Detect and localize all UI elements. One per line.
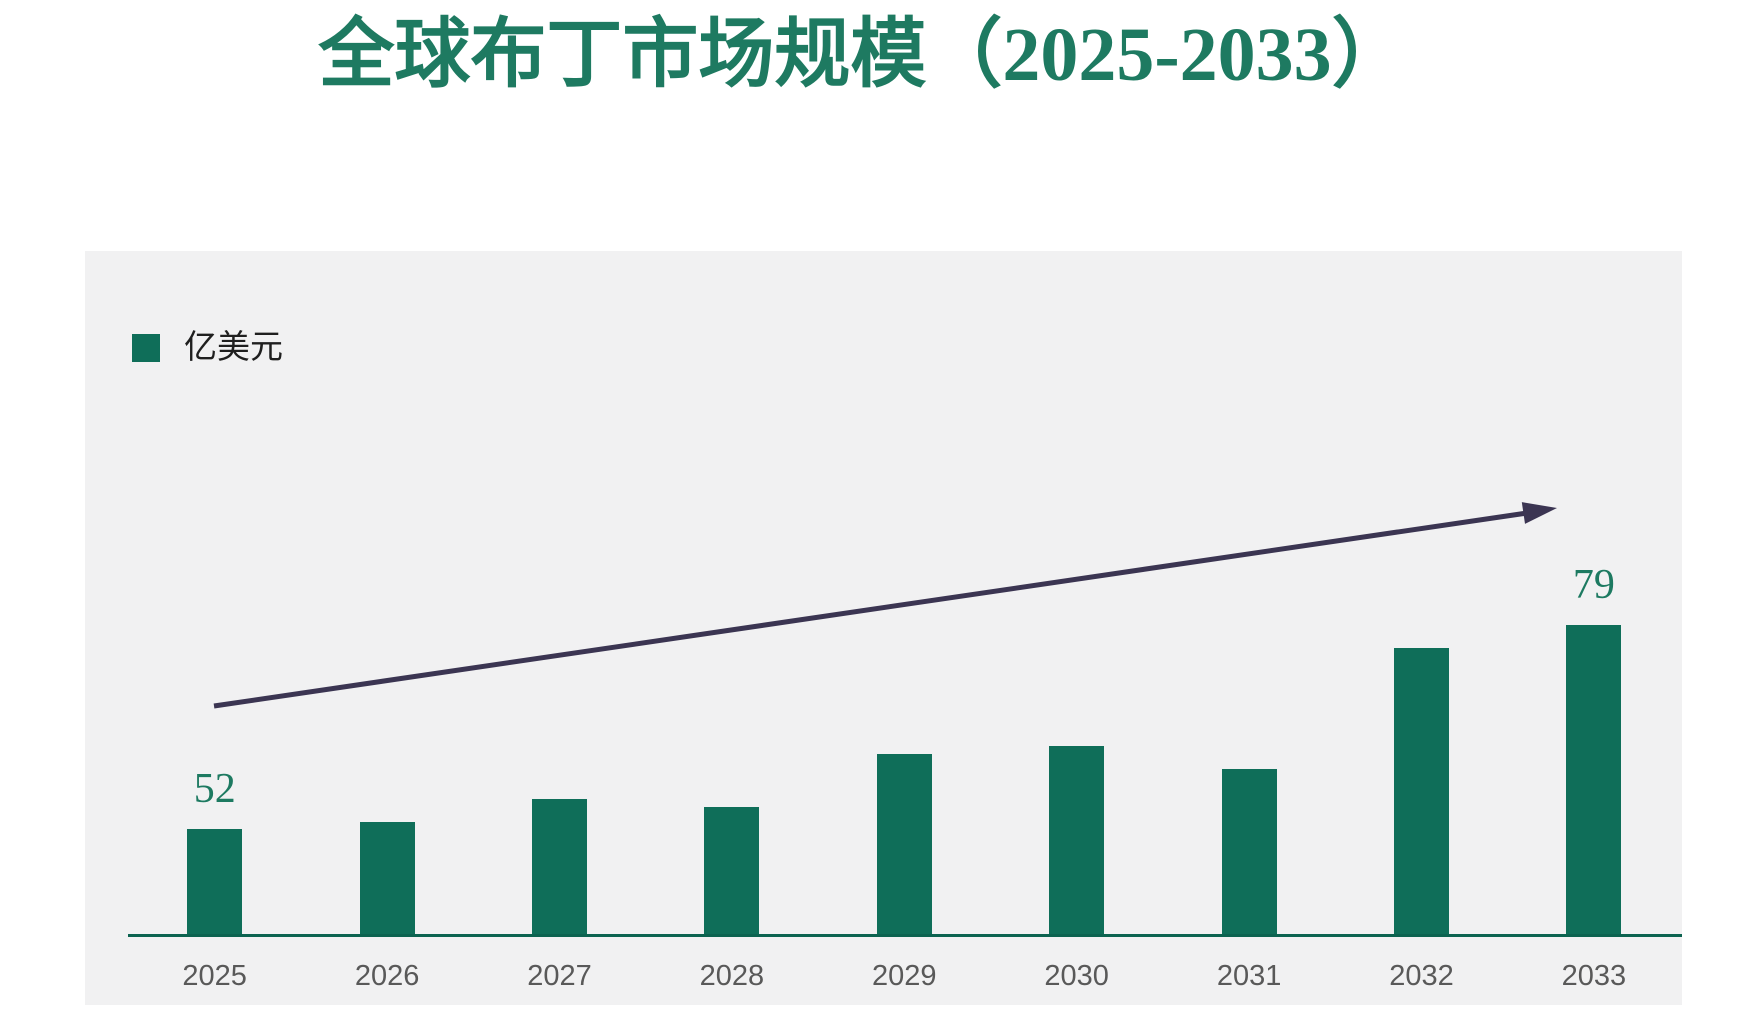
x-axis-label-2033: 2033 — [1561, 960, 1627, 992]
bar-2025 — [187, 829, 243, 935]
data-value-label-2025: 52 — [193, 766, 236, 812]
x-axis-label-2025: 2025 — [182, 960, 247, 992]
x-axis-label-2028: 2028 — [699, 960, 765, 992]
x-axis-label-2026: 2026 — [354, 960, 420, 992]
bar-2030 — [1049, 746, 1105, 935]
bar-2028 — [704, 807, 760, 935]
bar-2027 — [532, 799, 587, 935]
chart-panel: 亿美元 2025 52 2026 2027 2028 2029 2030 2031 2032 20… — [85, 251, 1682, 1005]
legend: 亿美元 — [132, 330, 283, 366]
x-axis-label-2031: 2031 — [1216, 960, 1282, 992]
x-axis-line — [128, 934, 1682, 937]
trend-arrowhead-icon — [1521, 502, 1557, 524]
x-axis-label-2027: 2027 — [527, 960, 592, 992]
x-axis-label-2032: 2032 — [1389, 960, 1454, 992]
bar-2032 — [1394, 648, 1449, 935]
trend-arrow-line — [213, 510, 1528, 709]
bar-2029 — [876, 754, 932, 935]
bar-2026 — [359, 822, 415, 935]
x-axis-label-2030: 2030 — [1044, 960, 1109, 992]
bar-2031 — [1221, 769, 1277, 935]
chart-title: 全球布丁市场规模（2025-2033） — [318, 13, 1408, 97]
legend-swatch-icon — [132, 334, 160, 362]
data-value-label-2033: 79 — [1572, 562, 1615, 608]
x-axis-label-2029: 2029 — [872, 960, 937, 992]
legend-label: 亿美元 — [184, 330, 283, 366]
bar-2033 — [1566, 625, 1622, 935]
